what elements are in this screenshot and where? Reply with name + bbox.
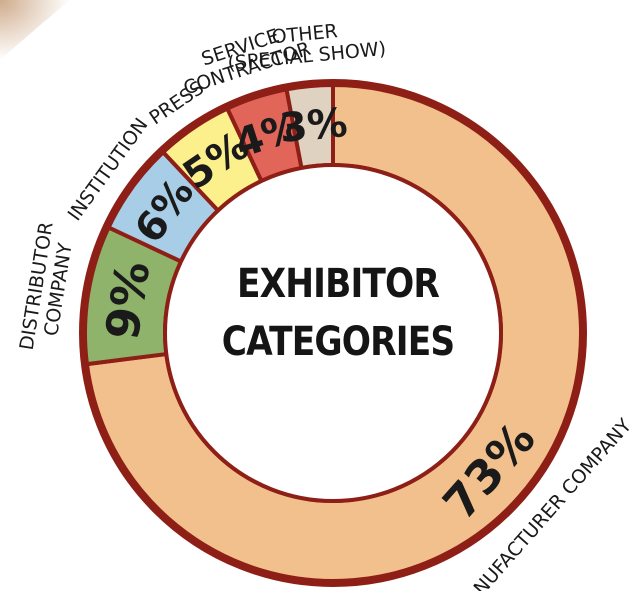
value-label-other-special-show: 3% bbox=[277, 100, 349, 152]
category-label-distributor-company: DISTRIBUTORCOMPANY bbox=[16, 220, 80, 355]
value-label-distributor-company: 9% bbox=[95, 258, 161, 344]
chart-title: EXHIBITOR CATEGORIES bbox=[221, 261, 455, 365]
donut-hole bbox=[163, 163, 503, 503]
background-texture bbox=[0, 0, 70, 60]
donut-outer-rim bbox=[79, 79, 587, 587]
donut-ring bbox=[79, 79, 587, 587]
